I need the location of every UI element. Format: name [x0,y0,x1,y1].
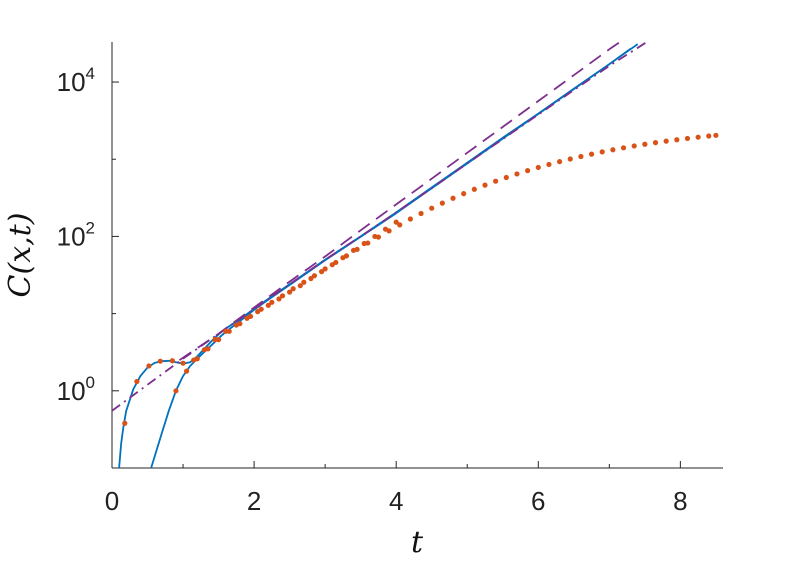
data-point [418,210,424,217]
axes [111,42,723,469]
data-point [301,279,307,285]
data-point [588,151,595,157]
x-tick-label: 8 [673,486,687,516]
data-point [318,269,325,275]
plot-area [112,42,719,468]
data-point [620,145,627,151]
data-point [393,219,399,225]
data-point [482,182,488,188]
y-axis-label: C(x,t) [3,213,38,298]
data-point [503,174,509,181]
data-point [397,222,403,228]
data-point [194,356,200,362]
data-point [386,228,392,234]
series-line-solid [118,47,632,468]
data-point [287,289,293,295]
x-tick-label: 6 [531,486,545,516]
data-point [146,363,152,369]
y-tick-label: 104 [57,64,95,97]
tick-labels: 0 2 4 6 8 100 102 104 [57,64,688,516]
data-point [429,205,435,211]
data-point [674,137,680,143]
data-point [365,240,371,246]
data-point [311,273,318,279]
y-tick-label: 102 [57,218,95,251]
x-tick-label: 2 [247,486,261,516]
data-point [322,266,328,272]
data-point [525,168,531,174]
data-point [546,161,552,168]
data-point [180,360,186,366]
data-point [169,358,175,364]
x-axis-label: t [411,525,424,560]
data-point [183,368,190,374]
data-point [663,138,669,144]
data-point [450,195,456,201]
data-point [134,378,140,385]
data-point [567,156,573,162]
series-line-dashed [178,42,622,361]
data-point [279,293,286,299]
data-point [290,286,296,292]
data-point [695,134,701,140]
data-point [375,234,382,240]
data-point [237,321,243,327]
x-tick-label: 4 [389,486,403,516]
data-point [535,164,541,171]
data-point [354,246,360,252]
data-point [157,358,163,364]
data-point [297,283,303,289]
data-point [578,153,584,160]
data-point [333,259,339,266]
data-point [631,143,637,149]
data-point [265,302,271,308]
y-tick-label: 100 [57,373,95,406]
data-point [215,337,222,343]
data-point [308,275,314,282]
data-point [343,253,350,259]
data-point [461,191,467,197]
data-point [642,141,648,147]
data-point [471,186,477,192]
data-point [407,216,413,222]
data-point [212,337,218,343]
data-point [258,306,264,312]
data-point [684,135,691,142]
data-point [173,388,179,394]
data-point [514,171,520,177]
data-point [610,147,616,153]
data-point [652,140,659,146]
data-point [226,328,232,334]
data-point [713,132,719,138]
data-point [122,420,128,426]
data-point [493,178,499,184]
data-point [247,313,254,320]
series-line-solid [150,43,639,468]
x-tick-label: 0 [105,486,119,516]
data-point [599,149,605,155]
data-point [269,299,275,305]
data-point [706,133,712,139]
data-point [276,296,282,302]
data-point [556,159,563,165]
data-point [439,200,445,206]
data-point [223,328,229,334]
data-point [205,346,211,352]
series-line-dashdot [112,42,649,412]
